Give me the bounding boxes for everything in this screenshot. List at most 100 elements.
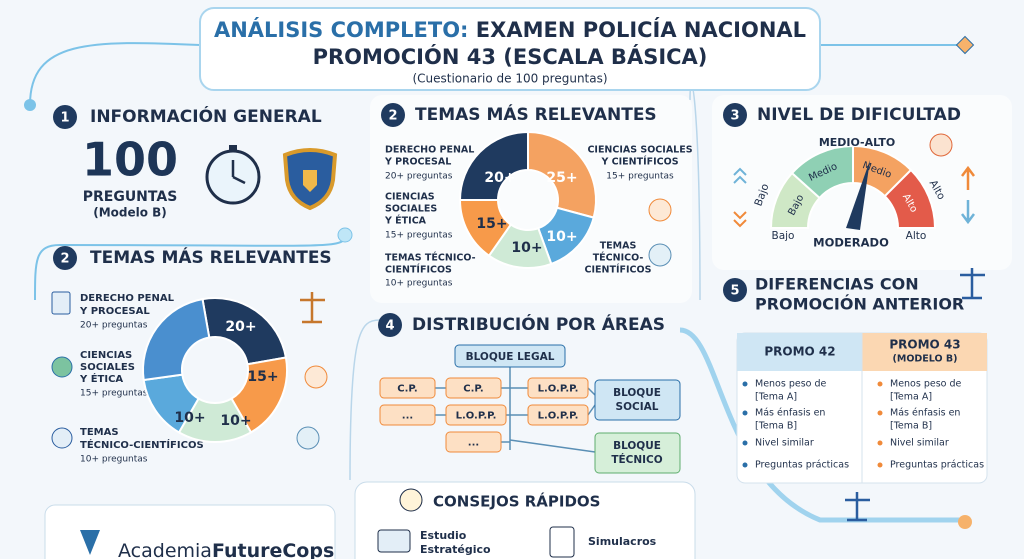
atom-icon bbox=[648, 243, 672, 267]
trend-icon bbox=[929, 133, 953, 157]
tips-box bbox=[354, 481, 696, 559]
label: Y PROCESAL bbox=[79, 306, 150, 317]
scales-icon bbox=[960, 268, 985, 300]
donut-label: 10+ bbox=[546, 229, 577, 245]
section-heading: NIVEL DE DIFICULTAD bbox=[757, 105, 961, 125]
laptop-icon bbox=[377, 529, 411, 553]
section-badge bbox=[53, 246, 77, 270]
panel bbox=[370, 95, 692, 303]
label: TEMAS bbox=[600, 241, 637, 252]
label: Preguntas prácticas bbox=[755, 460, 849, 471]
section-heading: DISTRIBUCIÓN POR ÁREAS bbox=[412, 313, 665, 335]
label: Alto bbox=[906, 230, 927, 242]
generated: 1 INFORMACIÓN GENERAL 100 PREGUNTAS(Modelo … bbox=[53, 103, 984, 559]
section-heading: INFORMACIÓN GENERAL bbox=[90, 105, 322, 127]
label: CIENTÍFICOS bbox=[585, 264, 652, 276]
segment bbox=[458, 130, 529, 201]
title-rest: EXAMEN POLICÍA NACIONAL bbox=[476, 17, 806, 42]
brand-suffix: FutureCops bbox=[212, 540, 334, 559]
label: CIENCIAS SOCIALES bbox=[587, 145, 692, 156]
segment bbox=[201, 297, 288, 366]
scales-icon bbox=[845, 492, 870, 522]
label: Y PROCESAL bbox=[384, 157, 451, 168]
label: 10+ preguntas bbox=[80, 455, 148, 465]
label: BLOQUE bbox=[613, 387, 661, 399]
label: BLOQUE LEGAL bbox=[466, 351, 555, 363]
logo-icon bbox=[80, 530, 100, 555]
label: ... bbox=[402, 411, 413, 422]
footer-box bbox=[44, 504, 336, 559]
donut-label: 10+ bbox=[220, 413, 251, 429]
section-badge bbox=[378, 313, 402, 337]
connector bbox=[349, 319, 381, 481]
connector bbox=[29, 42, 201, 106]
label: Y CIENTÍFICOS bbox=[600, 156, 678, 168]
label: L.O.P.P. bbox=[538, 411, 579, 422]
donut-label: 25+ bbox=[546, 170, 577, 186]
needle bbox=[846, 160, 870, 230]
donut-label: 15+ bbox=[476, 216, 507, 232]
label: L.O.P.P. bbox=[538, 384, 579, 395]
label: SOCIALES bbox=[80, 362, 135, 373]
label: TÉCNICO-CIENTÍFICOS bbox=[80, 438, 204, 451]
label: Estratégico bbox=[420, 543, 491, 556]
section-badge bbox=[381, 103, 405, 127]
box bbox=[379, 404, 436, 426]
box bbox=[594, 432, 681, 474]
label: 15+ preguntas bbox=[385, 231, 453, 241]
title-highlight: ANÁLISIS COMPLETO: bbox=[214, 17, 469, 42]
label: [Tema B] bbox=[755, 421, 797, 432]
bullet bbox=[742, 440, 748, 446]
box bbox=[445, 431, 502, 453]
section-heading: CONSEJOS RÁPIDOS bbox=[433, 492, 600, 511]
globe-icon bbox=[51, 356, 73, 378]
document-icon bbox=[51, 291, 71, 315]
label: CIENTÍFICOS bbox=[385, 264, 452, 276]
shield-badge bbox=[303, 170, 317, 192]
segment bbox=[458, 199, 513, 258]
table-header-right bbox=[862, 333, 987, 371]
atom-icon bbox=[296, 426, 320, 450]
label: L.O.P.P. bbox=[456, 411, 497, 422]
label: SOCIALES bbox=[385, 204, 437, 215]
bullet bbox=[877, 381, 883, 387]
section-badge bbox=[723, 103, 747, 127]
stopwatch-hand bbox=[232, 175, 246, 185]
label: SOCIAL bbox=[616, 401, 659, 413]
label: TEMAS bbox=[80, 427, 119, 438]
donut-label: 20+ bbox=[484, 170, 515, 186]
label: [Tema B] bbox=[890, 421, 932, 432]
label: BLOQUE bbox=[613, 440, 661, 452]
box bbox=[445, 377, 502, 399]
arrow-up-icon bbox=[961, 165, 975, 190]
section-badge bbox=[53, 105, 77, 129]
section-number: 2 bbox=[60, 252, 69, 267]
diamond bbox=[955, 35, 975, 55]
title: ANÁLISIS COMPLETO: EXAMEN POLICÍA NACION… bbox=[214, 17, 806, 42]
label: Menos peso de bbox=[755, 379, 827, 390]
node-dot bbox=[24, 99, 36, 111]
people-icon bbox=[648, 198, 672, 222]
section-badge bbox=[723, 278, 747, 302]
donut-label: 10+ bbox=[174, 410, 205, 426]
bulb-icon bbox=[399, 488, 423, 512]
box bbox=[454, 344, 566, 368]
label: PREGUNTAS bbox=[83, 189, 178, 205]
label: Simulacros bbox=[588, 535, 657, 548]
section-heading: TEMAS MÁS RELEVANTES bbox=[90, 246, 332, 268]
clipboard-icon bbox=[549, 526, 575, 558]
section-number: 4 bbox=[385, 319, 394, 334]
label: PROMO 43 bbox=[889, 338, 960, 352]
bullet bbox=[742, 462, 748, 468]
connector bbox=[34, 234, 346, 301]
bullet bbox=[742, 381, 748, 387]
label: Y ÉTICA bbox=[79, 372, 123, 385]
section-number: 1 bbox=[60, 111, 69, 126]
node-dot bbox=[958, 515, 972, 529]
tree-lines bbox=[435, 367, 596, 453]
label: (MODELO B) bbox=[893, 354, 958, 365]
box bbox=[527, 404, 589, 426]
box bbox=[379, 377, 436, 399]
label: 20+ preguntas bbox=[80, 321, 148, 331]
